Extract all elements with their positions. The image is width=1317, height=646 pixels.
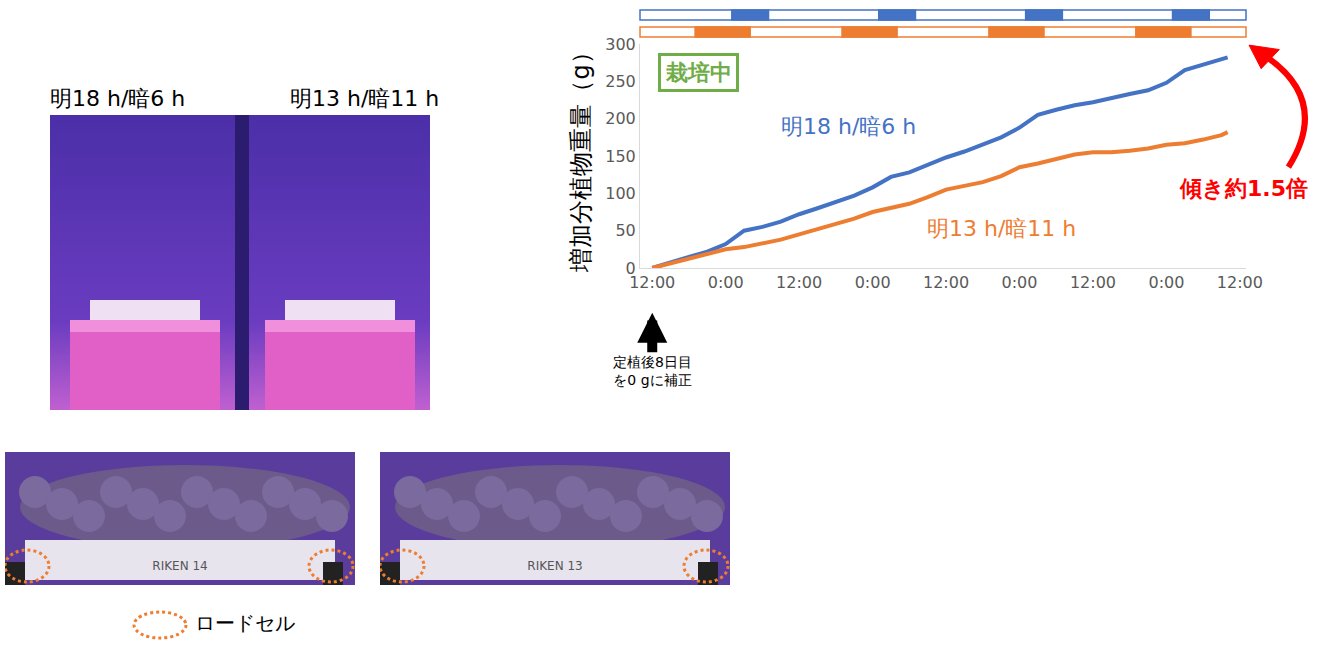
svg-text:12:00: 12:00 — [629, 273, 675, 292]
svg-text:0:00: 0:00 — [708, 273, 744, 292]
svg-text:250: 250 — [605, 72, 636, 91]
svg-text:12:00: 12:00 — [1070, 273, 1116, 292]
svg-text:50: 50 — [615, 221, 635, 240]
svg-text:明13 h/暗11 h: 明13 h/暗11 h — [927, 216, 1076, 241]
svg-text:300: 300 — [605, 35, 636, 54]
svg-text:0:00: 0:00 — [855, 273, 891, 292]
svg-text:明18 h/暗6 h: 明18 h/暗6 h — [781, 114, 916, 139]
svg-text:150: 150 — [605, 147, 636, 166]
svg-text:12:00: 12:00 — [1217, 273, 1263, 292]
svg-text:0: 0 — [626, 259, 636, 278]
svg-text:200: 200 — [605, 109, 636, 128]
svg-text:増加分植物重量（g）: 増加分植物重量（g） — [567, 40, 595, 272]
svg-text:栽培中: 栽培中 — [665, 60, 732, 85]
svg-text:12:00: 12:00 — [923, 273, 969, 292]
svg-text:0:00: 0:00 — [1148, 273, 1184, 292]
html-text:ロードセル: ロードセル — [195, 611, 295, 635]
svg-text:傾き約1.5倍: 傾き約1.5倍 — [1179, 176, 1308, 201]
svg-text:RIKEN 13: RIKEN 13 — [527, 559, 582, 573]
svg-text:RIKEN 14: RIKEN 14 — [152, 559, 207, 573]
svg-text:0:00: 0:00 — [1002, 273, 1038, 292]
html-text:明13 h/暗11 h: 明13 h/暗11 h — [290, 86, 440, 111]
svg-text:定植後8日目を0 gに補正: 定植後8日目を0 gに補正 — [613, 354, 692, 388]
svg-text:12:00: 12:00 — [776, 273, 822, 292]
svg-text:100: 100 — [605, 184, 636, 203]
html-text:明18 h/暗6 h: 明18 h/暗6 h — [50, 86, 186, 111]
